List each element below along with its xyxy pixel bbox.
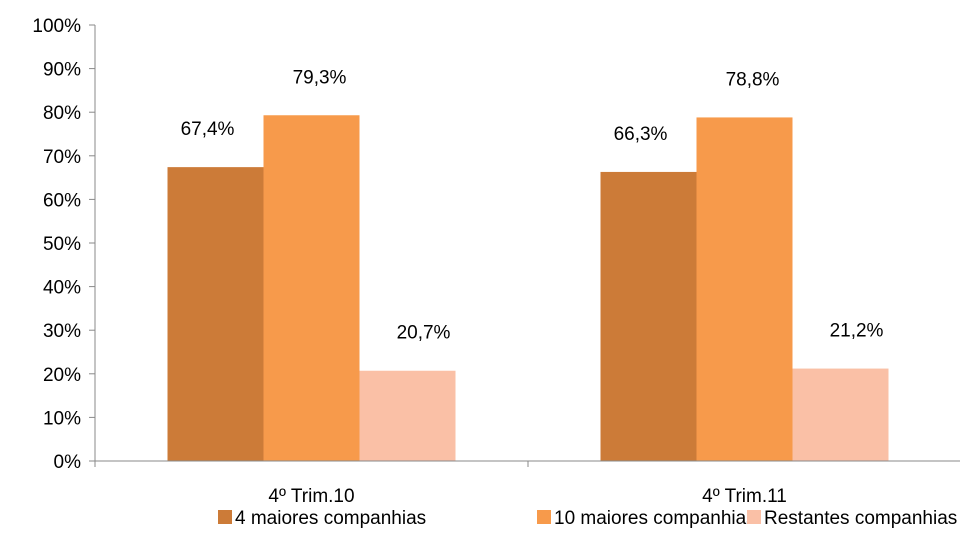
y-tick-label: 90% [43, 60, 81, 81]
category-label: 4º Trim.10 [268, 486, 354, 507]
data-label: 79,3% [293, 67, 347, 88]
bar [600, 171, 697, 461]
legend-swatch [218, 510, 232, 524]
bar [167, 167, 264, 462]
bar [792, 368, 889, 461]
y-tick-label: 30% [43, 321, 81, 342]
bar [263, 115, 360, 461]
y-axis-ticks: 0% 10% 20% 30% 40% 50% 60% 70% 80% 90% 100% [32, 16, 95, 473]
y-tick-label: 70% [43, 147, 81, 168]
x-axis-ticks [94, 461, 529, 467]
bars [167, 115, 889, 462]
y-tick-label: 40% [43, 278, 81, 299]
legend-swatch [747, 510, 761, 524]
data-label: 20,7% [397, 323, 451, 344]
data-label: 21,2% [830, 321, 884, 342]
legend-label: 4 maiores companhias [235, 508, 426, 529]
category-labels: 4º Trim.10 4º Trim.11 [268, 486, 786, 507]
data-label: 67,4% [181, 119, 235, 140]
y-tick-label: 0% [54, 452, 82, 473]
data-label: 78,8% [726, 69, 780, 90]
y-tick-label: 20% [43, 365, 81, 386]
legend-label: 10 maiores companhias [554, 508, 756, 529]
y-tick-label: 10% [43, 408, 81, 429]
y-tick-label: 100% [32, 16, 81, 37]
bar [359, 370, 456, 461]
data-label: 66,3% [614, 124, 668, 145]
bar [696, 117, 793, 461]
y-tick-label: 60% [43, 190, 81, 211]
data-labels: 67,4% 79,3% 20,7% 66,3% 78,8% 21,2% [181, 67, 884, 343]
legend-swatch [537, 510, 551, 524]
y-tick-label: 50% [43, 234, 81, 255]
legend: 4 maiores companhias 10 maiores companhia… [218, 508, 957, 529]
category-label: 4º Trim.11 [702, 486, 787, 507]
y-tick-label: 80% [43, 103, 81, 124]
legend-label: Restantes companhias [764, 508, 957, 529]
